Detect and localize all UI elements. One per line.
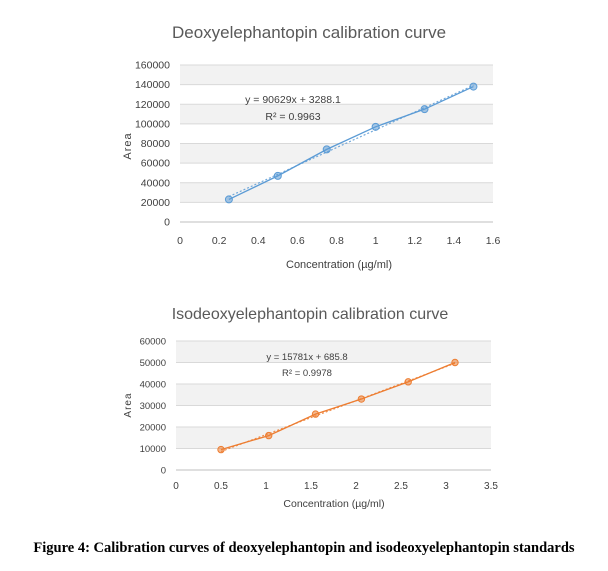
x-tick-label: 0.8 bbox=[329, 235, 344, 247]
x-tick-label: 0 bbox=[177, 235, 183, 247]
plot-band bbox=[176, 427, 491, 449]
y-tick-label: 160000 bbox=[135, 60, 170, 72]
data-point bbox=[224, 195, 233, 204]
trendline bbox=[220, 362, 456, 453]
y-tick-label: 40000 bbox=[141, 177, 170, 189]
x-tick-label: 3.5 bbox=[484, 481, 498, 492]
trendline-equation: y = 90629x + 3288.1 bbox=[245, 94, 341, 106]
x-tick-label: 0 bbox=[173, 481, 179, 492]
x-tick-label: 0.6 bbox=[290, 235, 305, 247]
data-point bbox=[265, 431, 273, 440]
plot-band bbox=[180, 143, 493, 164]
data-point bbox=[371, 122, 380, 131]
x-axis-label: Concentration (µg/ml) bbox=[283, 498, 384, 510]
figure-caption: Figure 4: Calibration curves of deoxyele… bbox=[33, 540, 575, 556]
r-squared-label: R² = 0.9978 bbox=[282, 368, 332, 379]
y-tick-label: 60000 bbox=[140, 337, 166, 348]
data-point bbox=[469, 82, 478, 91]
data-point bbox=[420, 105, 429, 114]
plot-area bbox=[180, 64, 493, 223]
plot-band bbox=[180, 104, 493, 124]
x-tick-label: 1.4 bbox=[447, 235, 462, 247]
y-tick-label: 140000 bbox=[135, 79, 170, 91]
r-squared-label: R² = 0.9963 bbox=[265, 111, 320, 123]
data-point bbox=[357, 395, 366, 403]
x-tick-label: 0.4 bbox=[251, 235, 266, 247]
y-tick-label: 60000 bbox=[141, 158, 170, 170]
x-tick-label: 0.2 bbox=[212, 235, 227, 247]
chart-deoxyelephantopin: Deoxyelephantopin calibration curve Conc… bbox=[122, 23, 500, 271]
data-point bbox=[404, 378, 412, 386]
x-tick-label: 1.5 bbox=[304, 481, 318, 492]
data-point bbox=[273, 171, 282, 180]
y-tick-label: 20000 bbox=[140, 423, 166, 434]
x-tick-label: 3 bbox=[443, 481, 449, 492]
y-tick-label: 40000 bbox=[140, 380, 166, 391]
y-tick-label: 50000 bbox=[140, 358, 166, 369]
y-tick-label: 80000 bbox=[141, 138, 170, 150]
plot-area bbox=[176, 340, 491, 471]
chart-title: Deoxyelephantopin calibration curve bbox=[172, 23, 446, 42]
y-tick-label: 0 bbox=[164, 217, 170, 229]
y-tick-label: 0 bbox=[161, 466, 166, 477]
y-tick-label: 30000 bbox=[140, 401, 166, 412]
y-tick-label: 100000 bbox=[135, 118, 170, 130]
data-point bbox=[451, 358, 459, 367]
trendline bbox=[228, 84, 474, 198]
plot-band bbox=[176, 384, 491, 406]
x-tick-label: 1 bbox=[373, 235, 379, 247]
trendline-equation: y = 15781x + 685.8 bbox=[266, 352, 347, 363]
x-tick-label: 2 bbox=[353, 481, 359, 492]
x-tick-label: 1.2 bbox=[407, 235, 422, 247]
chart-title: Isodeoxyelephantopin calibration curve bbox=[172, 306, 449, 323]
plot-band bbox=[180, 182, 493, 203]
x-tick-label: 2.5 bbox=[394, 481, 408, 492]
plot-band bbox=[176, 341, 491, 363]
y-axis-label: Area bbox=[122, 132, 134, 159]
data-point bbox=[322, 145, 331, 154]
y-axis-label: Area bbox=[123, 392, 134, 417]
y-tick-label: 10000 bbox=[140, 444, 166, 455]
x-axis-label: Concentration (µg/ml) bbox=[286, 259, 392, 271]
series-line bbox=[228, 85, 474, 201]
x-tick-label: 1.6 bbox=[486, 235, 501, 247]
x-tick-label: 0.5 bbox=[214, 481, 228, 492]
data-point bbox=[217, 445, 225, 454]
data-point bbox=[311, 410, 320, 418]
plot-band bbox=[180, 65, 493, 85]
chart-isodeoxyelephantopin: Isodeoxyelephantopin calibration curve C… bbox=[123, 306, 498, 510]
x-tick-label: 1 bbox=[263, 481, 269, 492]
y-tick-label: 120000 bbox=[135, 99, 170, 111]
y-tick-label: 20000 bbox=[141, 197, 170, 209]
